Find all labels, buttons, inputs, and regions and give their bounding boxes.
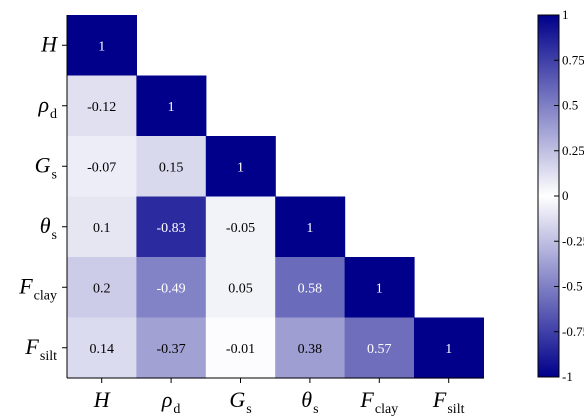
x-axis-label: H xyxy=(93,387,111,412)
y-axis-label: ρd xyxy=(37,92,57,122)
heatmap-cell xyxy=(205,317,276,379)
heatmap-cell xyxy=(275,317,346,379)
colorbar-tick-label: -0.25 xyxy=(562,233,584,248)
cell-value-label: 0.15 xyxy=(159,160,184,175)
heatmap-cell xyxy=(136,196,207,258)
cell-value-label: -0.37 xyxy=(157,342,186,357)
y-axis-label: Fsilt xyxy=(24,334,57,364)
heatmap-cell xyxy=(67,75,137,137)
heatmap-cell xyxy=(136,136,207,198)
heatmap-cell xyxy=(275,196,346,258)
heatmap-cell xyxy=(344,257,415,319)
heatmap-cells: 1 -0.12 1 -0.07 0.15 1 0.1 -0.83 -0.05 1 0.2 -0.49 0… xyxy=(67,15,484,379)
heatmap-cell xyxy=(205,257,276,319)
colorbar-tick-label: 0 xyxy=(562,188,569,203)
colorbar-tick-label: -0.75 xyxy=(562,324,584,339)
x-axis-label: θs xyxy=(301,387,318,416)
cell-value-label: 1 xyxy=(237,160,244,175)
colorbar-tick-label: -0.5 xyxy=(562,279,583,294)
colorbar: 1 0.75 0.5 0.25 0 -0.25 -0.5 -0.75 -1 xyxy=(537,7,584,384)
colorbar-tick-label: 0.25 xyxy=(562,143,584,158)
heatmap-cell xyxy=(414,317,484,379)
cell-value-label: 0.05 xyxy=(228,281,253,296)
cell-value-label: 0.14 xyxy=(89,342,114,357)
x-axis-label: Fclay xyxy=(359,387,398,416)
x-axis-label: Fsilt xyxy=(432,387,465,416)
y-axis-labels: Hρd Gs θs Fclay Fsilt xyxy=(18,31,58,364)
heatmap-cell xyxy=(136,75,207,137)
heatmap-cell xyxy=(67,136,137,198)
heatmap-cell xyxy=(67,15,137,77)
x-axis-label: ρd xyxy=(161,387,181,416)
heatmap-axes xyxy=(62,15,484,383)
y-axis-label: Fclay xyxy=(18,273,57,303)
cell-value-label: 0.58 xyxy=(298,281,323,296)
heatmap-cell xyxy=(205,196,276,258)
colorbar-tick-label: 1 xyxy=(562,7,569,22)
x-axis-label: Gs xyxy=(229,387,251,416)
cell-value-label: -0.12 xyxy=(87,100,116,115)
y-axis-label: θs xyxy=(40,213,57,243)
cell-value-label: -0.05 xyxy=(226,221,255,236)
heatmap-cell xyxy=(136,317,207,379)
colorbar-tick-label: 0.5 xyxy=(562,98,578,113)
colorbar-tick-label: 0.75 xyxy=(562,52,584,67)
cell-value-label: -0.07 xyxy=(87,160,116,175)
colorbar-tick-label: -1 xyxy=(562,369,573,384)
cell-value-label: 0.57 xyxy=(367,342,392,357)
cell-value-label: -0.49 xyxy=(157,281,186,296)
cell-value-label: -0.01 xyxy=(226,342,255,357)
heatmap-cell xyxy=(136,257,207,319)
cell-value-label: 1 xyxy=(168,100,175,115)
y-axis-label: Gs xyxy=(35,152,57,182)
cell-value-label: 1 xyxy=(376,281,383,296)
heatmap-cell xyxy=(205,136,276,198)
cell-value-label: 1 xyxy=(98,39,105,54)
cell-value-label: 0.38 xyxy=(298,342,323,357)
cell-value-label: 0.2 xyxy=(93,281,111,296)
cell-value-label: 0.1 xyxy=(93,221,111,236)
heatmap-cell xyxy=(275,257,346,319)
y-axis-label: H xyxy=(40,31,58,56)
heatmap-cell xyxy=(67,196,137,258)
cell-value-label: 1 xyxy=(445,342,452,357)
heatmap-cell xyxy=(67,317,137,379)
cell-value-label: -0.83 xyxy=(157,221,186,236)
cell-value-label: 1 xyxy=(306,221,313,236)
heatmap-cell xyxy=(344,317,415,379)
heatmap-cell xyxy=(67,257,137,319)
